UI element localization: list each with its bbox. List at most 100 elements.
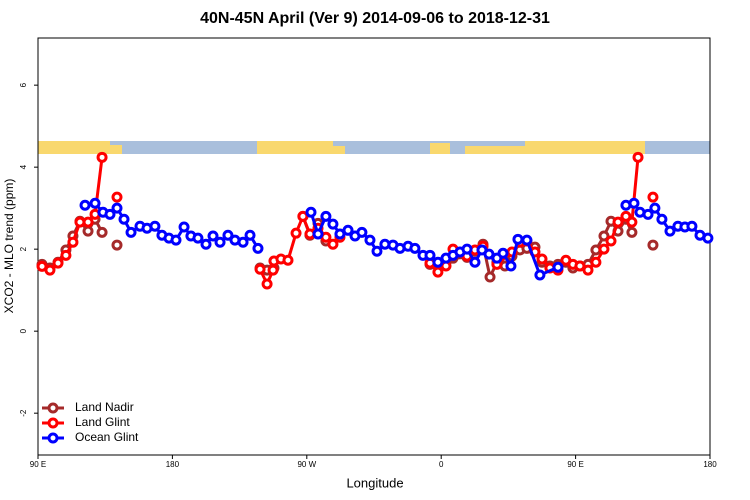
data-point	[364, 234, 376, 246]
data-point	[252, 242, 264, 254]
data-point	[521, 234, 533, 246]
data-point	[297, 210, 309, 222]
data-point	[200, 238, 212, 250]
data-point	[642, 208, 654, 220]
legend-marker	[47, 432, 59, 444]
data-point	[207, 230, 219, 242]
data-point	[82, 216, 94, 228]
data-point	[505, 260, 517, 272]
y-axis-label: XCO2 - MLO trend (ppm)	[2, 179, 16, 314]
data-point	[632, 151, 644, 163]
data-point	[647, 239, 659, 251]
data-point	[222, 229, 234, 241]
data-point	[598, 230, 610, 242]
chart-title: 40N-45N April (Ver 9) 2014-09-06 to 2018…	[200, 10, 550, 27]
data-point	[342, 224, 354, 236]
y-tick-label: 6	[19, 82, 28, 87]
x-tick-label: 180	[703, 460, 717, 469]
plot-frame	[37, 37, 711, 456]
data-point	[327, 218, 339, 230]
data-point	[118, 213, 130, 225]
data-point	[79, 199, 91, 211]
data-point	[582, 264, 594, 276]
data-point	[82, 225, 94, 237]
data-point	[320, 210, 332, 222]
legend-marker	[47, 402, 59, 414]
x-tick-label: 180	[166, 460, 180, 469]
data-point	[111, 191, 123, 203]
data-point	[170, 234, 182, 246]
data-point	[44, 264, 56, 276]
data-point	[409, 242, 421, 254]
data-point	[356, 226, 368, 238]
data-point	[612, 216, 624, 228]
data-point	[656, 213, 668, 225]
data-point	[67, 236, 79, 248]
data-point	[702, 232, 714, 244]
data-point	[244, 229, 256, 241]
x-axis-label: Longitude	[346, 475, 403, 490]
data-point	[649, 202, 661, 214]
data-point	[214, 236, 226, 248]
x-tick-label: 0	[439, 460, 444, 469]
data-point	[60, 249, 72, 261]
data-point	[598, 243, 610, 255]
data-point	[574, 260, 586, 272]
data-point	[149, 220, 161, 232]
data-point	[237, 236, 249, 248]
legend-label: Ocean Glint	[75, 430, 139, 444]
data-point	[290, 227, 302, 239]
data-point	[534, 269, 546, 281]
data-point	[254, 263, 266, 275]
series	[79, 197, 714, 281]
data-point	[267, 264, 279, 276]
y-tick-label: 4	[19, 164, 28, 169]
y-tick-label: 2	[19, 246, 28, 251]
data-point	[497, 247, 509, 259]
data-point	[605, 235, 617, 247]
legend-label: Land Glint	[75, 415, 130, 429]
data-point	[483, 248, 495, 260]
data-point	[461, 243, 473, 255]
x-tick-label: 90 W	[297, 460, 316, 469]
data-point	[125, 226, 137, 238]
y-tick-label: -2	[19, 409, 28, 417]
data-point	[536, 253, 548, 265]
data-point	[305, 206, 317, 218]
data-point	[111, 202, 123, 214]
data-point	[52, 257, 64, 269]
data-point	[664, 225, 676, 237]
data-point	[89, 197, 101, 209]
x-tick-label: 90 E	[30, 460, 46, 469]
data-point	[96, 151, 108, 163]
data-point	[686, 220, 698, 232]
data-point	[626, 216, 638, 228]
data-point	[327, 238, 339, 250]
data-point	[104, 208, 116, 220]
data-point	[469, 256, 481, 268]
x-tick-label: 90 E	[567, 460, 583, 469]
data-point	[432, 266, 444, 278]
data-point	[312, 228, 324, 240]
data-point	[512, 233, 524, 245]
data-point	[111, 239, 123, 251]
data-point	[628, 197, 640, 209]
data-point	[282, 254, 294, 266]
data-point	[178, 221, 190, 233]
data-point	[192, 232, 204, 244]
legend-label: Land Nadir	[75, 400, 134, 414]
data-point	[647, 191, 659, 203]
data-point	[424, 249, 436, 261]
land-ocean-strip	[38, 141, 710, 154]
data-point	[484, 271, 496, 283]
data-point	[626, 226, 638, 238]
data-point	[371, 245, 383, 257]
data-point	[590, 256, 602, 268]
legend-marker	[47, 417, 59, 429]
data-point	[552, 261, 564, 273]
data-point	[432, 256, 444, 268]
data-point	[261, 278, 273, 290]
data-point	[96, 226, 108, 238]
y-tick-label: 0	[19, 328, 28, 333]
